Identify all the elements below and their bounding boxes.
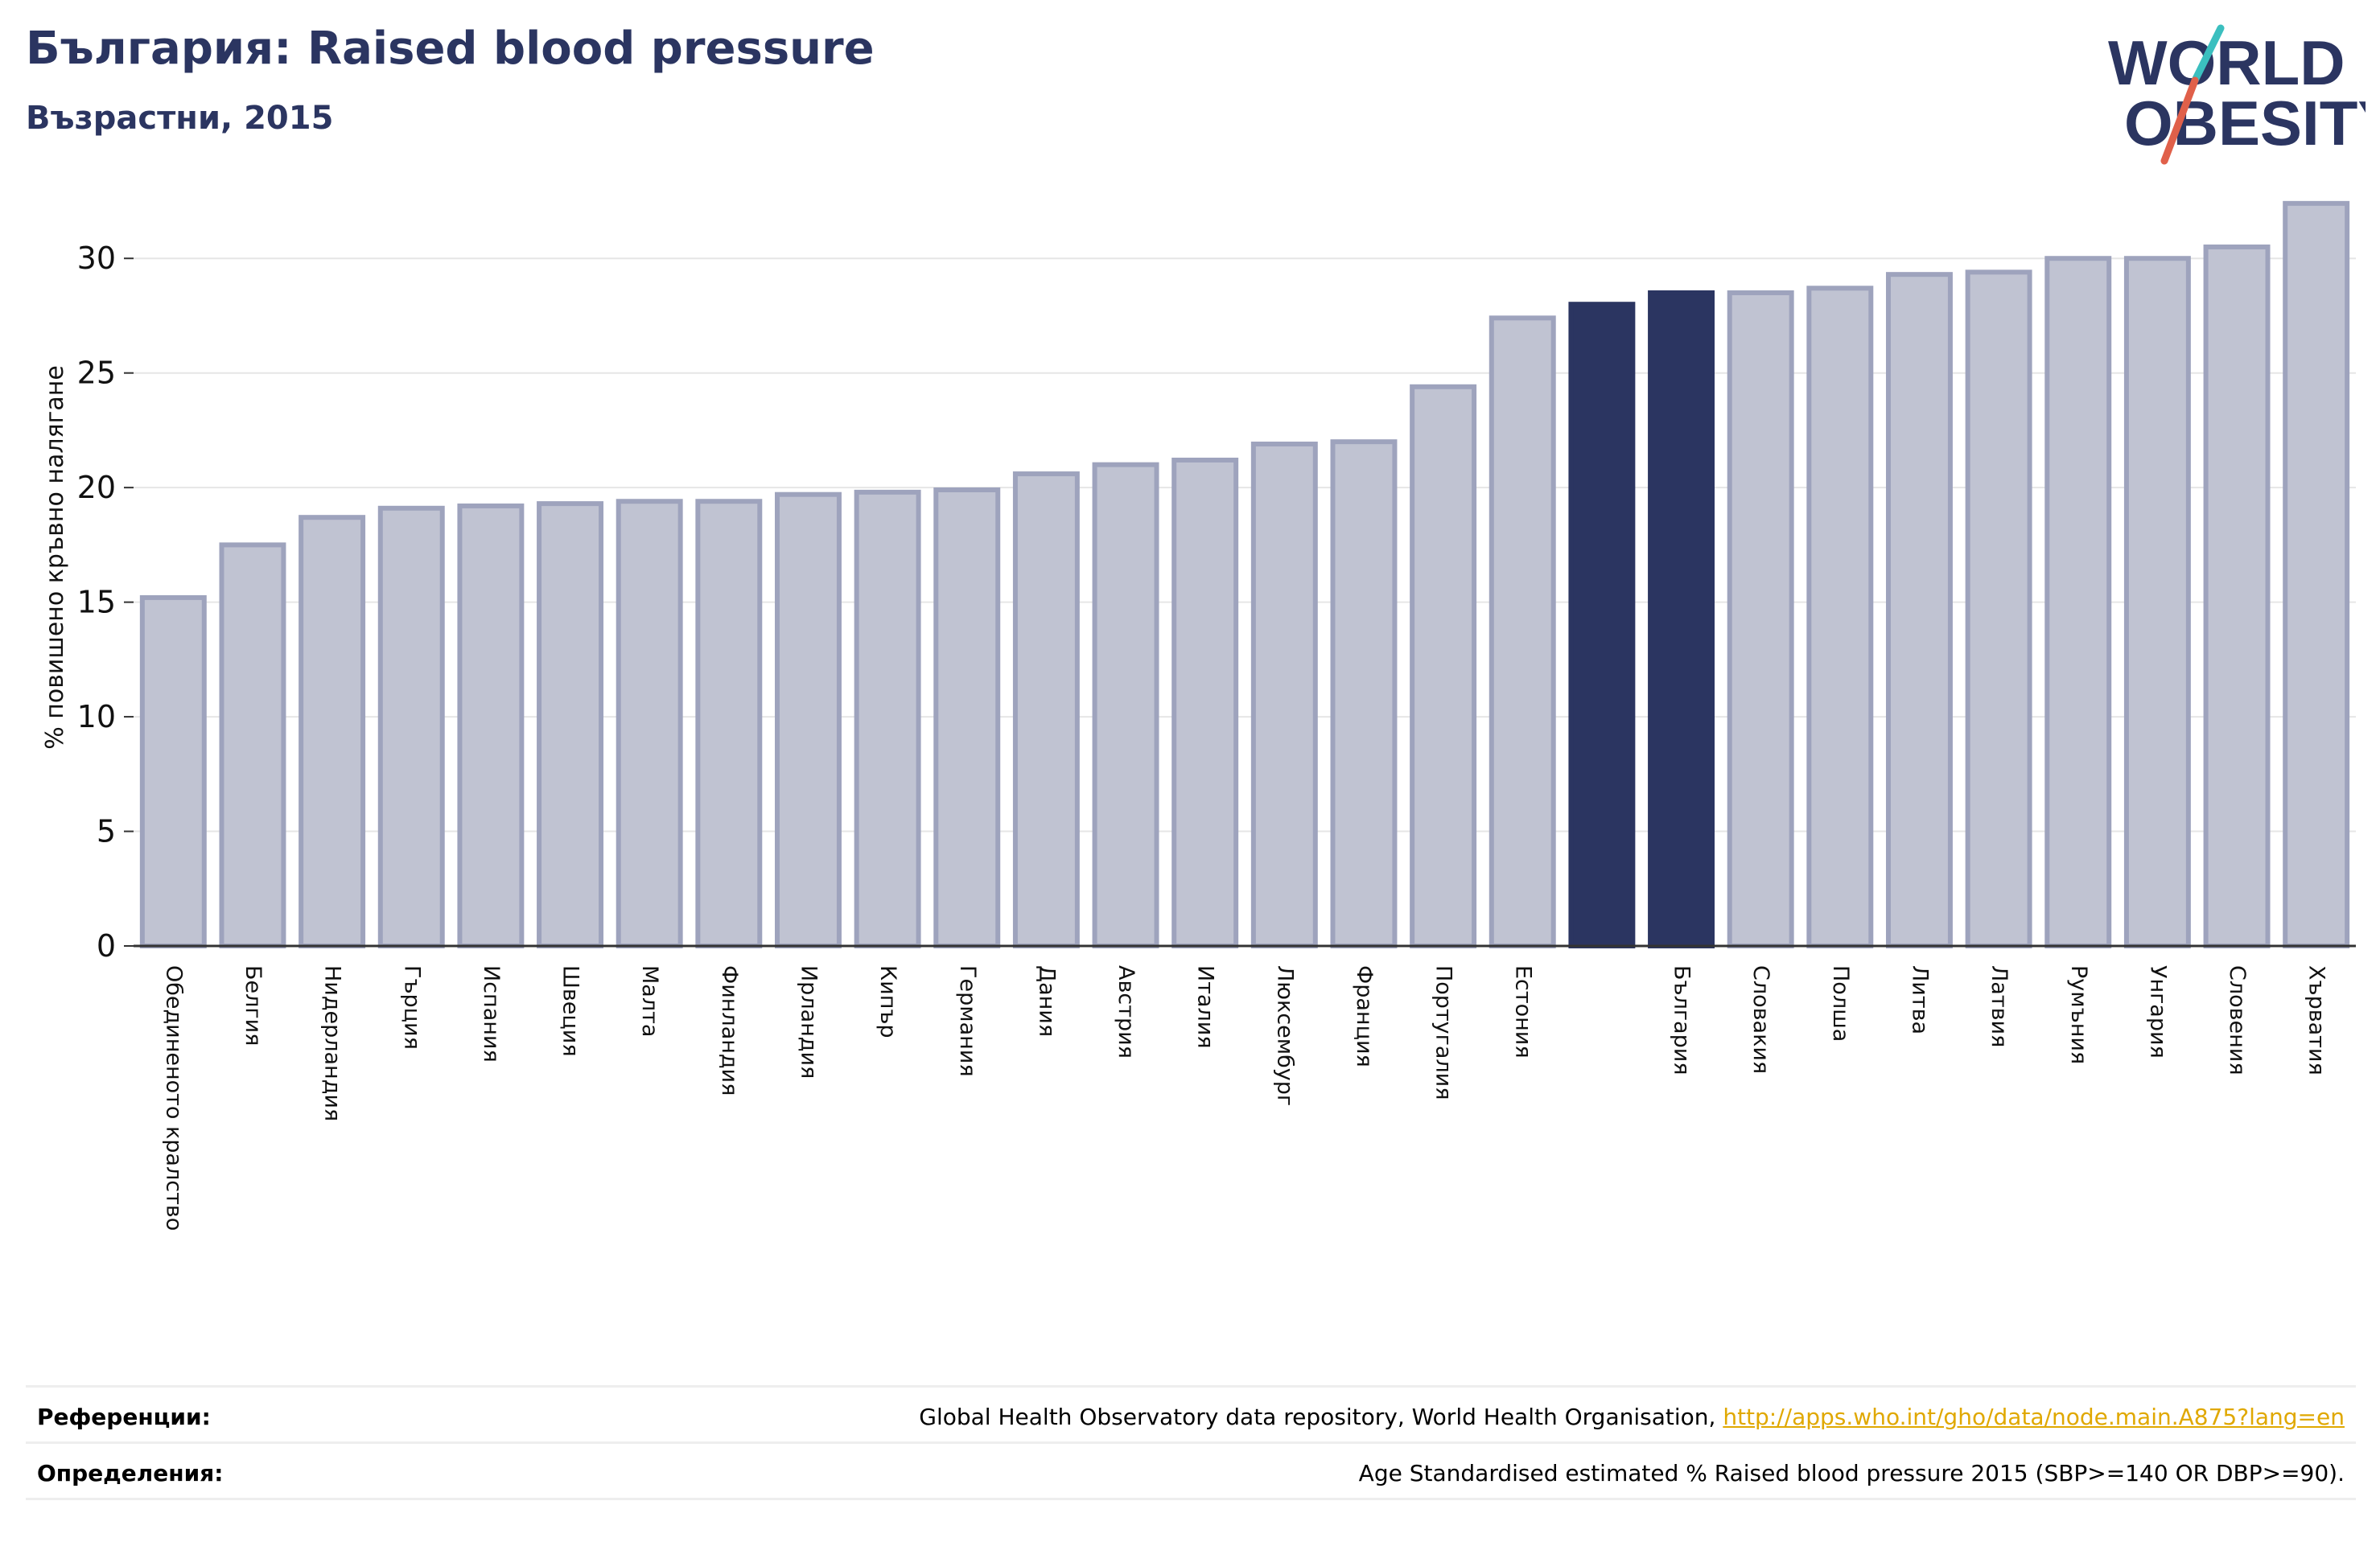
bars [139,200,2350,949]
bar-chart: 0 5 10 15 20 25 30 Обединеното кралство Белгия Ни… [41,200,2356,1231]
footer-references-row: Референции: Global Health Observatory da… [26,1385,2356,1441]
x-tick-label: Швеция [558,965,583,1057]
chart-title: България: Raised blood pressure [26,23,875,75]
definitions-text: Age Standardised estimated % Raised bloo… [1358,1460,2345,1486]
y-tick-label: 30 [77,241,116,276]
definitions-label: Определения: [37,1460,224,1486]
bar-unlabeled [1568,302,1636,948]
x-tick-label: Естония [1510,965,1535,1059]
world-obesity-logo: WORLD OBESITY [2108,24,2366,165]
y-tick-label: 10 [77,699,116,734]
x-tick-label: Словакия [1748,965,1773,1074]
x-tick-label: Обединеното кралство [161,965,186,1231]
logo-slash-top [2191,24,2225,84]
x-tick-label: Литва [1907,965,1932,1034]
bar-country [457,503,525,948]
bar-country [1885,272,1953,948]
logo-line-2: OBESITY [2124,88,2366,158]
references-value: Global Health Observatory data repositor… [919,1404,2345,1430]
x-tick-label: България [1670,965,1694,1075]
x-tick-label: Нидерландия [320,965,345,1121]
x-tick-label: Ирландия [796,965,821,1079]
chart-subtitle: Възрастни, 2015 [26,100,334,137]
bar-country [1410,384,1477,948]
bar-country [854,489,921,948]
x-tick-label: Латвия [1987,965,2011,1047]
x-tick-label: Полша [1828,965,1853,1042]
bar-country [1727,290,1794,948]
bar-country [1092,462,1159,948]
bar-country [695,499,763,948]
y-tick-label: 0 [97,928,116,964]
x-tick-label: Малта [637,965,662,1037]
y-tick-label: 25 [77,356,116,391]
footer-definitions-row: Определения: Age Standardised estimated … [26,1441,2356,1498]
bar-country [2123,256,2191,948]
x-tick-label: Румъния [2066,965,2091,1064]
x-tick-label: Германия [955,965,980,1077]
references-text: Global Health Observatory data repositor… [919,1404,1716,1430]
y-axis-label: % повишено кръвно налягане [41,365,69,750]
references-label: Референции: [37,1404,211,1430]
x-tick-label: Люксембург [1272,965,1297,1106]
logo-line-1: WORLD [2108,27,2345,98]
references-link[interactable]: http://apps.who.int/gho/data/node.main.A… [1723,1404,2345,1430]
bar-country [1489,315,1556,948]
bar-country [1012,471,1080,948]
bar-country [377,505,445,948]
bar-country [616,499,683,948]
bar-country [1250,442,1318,948]
x-tick-label: Австрия [1114,965,1139,1059]
bar-country [1171,457,1239,948]
bar-country [2283,200,2350,948]
axes: 0 5 10 15 20 25 30 Обединеното кралство Белгия Ни… [77,241,2356,1231]
y-tick-label: 5 [97,814,116,849]
x-tick-label: Кипър [875,965,900,1038]
y-tick-label: 20 [77,470,116,505]
x-tick-label: Португалия [1431,965,1456,1100]
x-tick-label: Испания [479,965,504,1063]
x-tick-label: Франция [1352,965,1377,1067]
x-tick-label: Хърватия [2304,965,2329,1075]
bar-country [139,594,207,948]
bar-country [2044,256,2112,948]
bar-country [219,542,286,949]
x-tick-label: Гърция [399,965,424,1050]
x-tick-label: Финландия [717,965,742,1096]
logo-slash-bottom [2160,76,2199,165]
bar-country [1806,286,1874,949]
x-tick-label: Италия [1193,965,1218,1049]
bar-country [1648,290,1715,948]
x-tick-label: Белгия [241,965,266,1046]
bar-country [933,487,1001,948]
x-tick-label: Унгария [2145,965,2170,1059]
x-tick-label: Словения [2225,965,2250,1075]
bar-country [2203,244,2271,948]
bar-country [774,491,842,948]
footer-bottom-border [26,1498,2356,1500]
bar-country [537,501,604,948]
bar-country [1330,439,1398,948]
bar-country [299,515,366,948]
x-tick-label: Дания [1034,965,1059,1037]
bar-country [1965,269,2032,948]
y-tick-label: 15 [77,585,116,620]
